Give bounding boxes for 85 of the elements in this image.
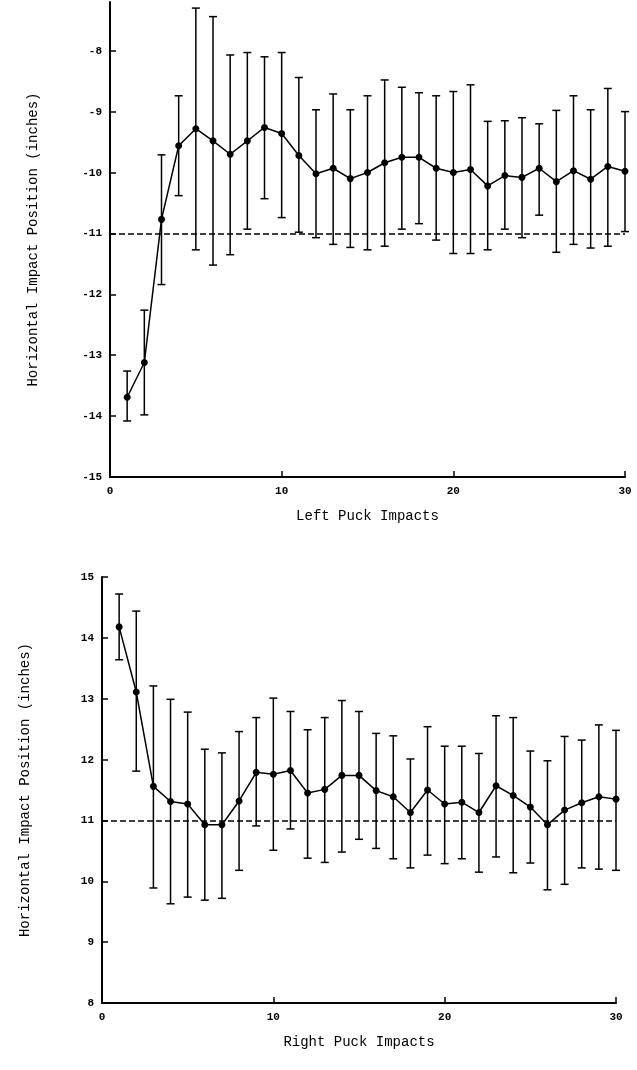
- point: [595, 793, 603, 801]
- point: [132, 688, 140, 696]
- point: [123, 393, 131, 401]
- x-tick-label: 30: [609, 1010, 623, 1023]
- point: [441, 800, 449, 808]
- point: [355, 771, 363, 779]
- y-tick-label: -8: [88, 44, 103, 57]
- point: [184, 800, 192, 808]
- point: [543, 821, 551, 829]
- point: [484, 182, 492, 190]
- point: [570, 167, 577, 175]
- y-tick-label: 12: [80, 753, 94, 766]
- point: [621, 167, 629, 175]
- point: [158, 215, 165, 223]
- x-tick-label: 0: [106, 484, 114, 497]
- point: [243, 137, 251, 145]
- point: [278, 130, 286, 138]
- point: [381, 159, 389, 167]
- y-tick-label: 8: [87, 997, 95, 1009]
- point: [346, 175, 354, 183]
- y-tick-label: 10: [80, 875, 94, 888]
- y-tick-label: -10: [82, 166, 102, 179]
- x-tick-label: 10: [275, 484, 289, 497]
- point: [304, 789, 312, 797]
- point: [167, 798, 175, 806]
- point: [415, 153, 423, 161]
- x-axis-title: Left Puck Impacts: [296, 508, 439, 524]
- y-axis-title: Horizontal Impact Position (inches): [17, 642, 33, 938]
- point: [587, 175, 595, 183]
- point: [329, 164, 337, 172]
- y-tick-label: -11: [82, 227, 103, 240]
- y-tick-label: -12: [82, 288, 102, 301]
- y-tick-label: -9: [88, 105, 102, 118]
- point: [226, 150, 234, 158]
- point: [269, 770, 277, 778]
- point: [501, 172, 509, 180]
- point: [321, 785, 329, 793]
- point: [604, 162, 612, 170]
- y-tick-label: 9: [87, 936, 94, 949]
- point: [424, 786, 432, 794]
- point: [578, 799, 586, 807]
- point: [475, 809, 483, 817]
- point: [312, 170, 320, 178]
- point: [526, 803, 534, 811]
- x-tick-label: 10: [266, 1010, 280, 1023]
- y-tick-label: 15: [80, 571, 95, 583]
- y-tick-label: -15: [82, 471, 103, 483]
- point: [467, 165, 474, 173]
- point: [406, 809, 414, 817]
- point: [458, 798, 466, 806]
- y-tick-label: 14: [80, 631, 95, 644]
- point: [149, 782, 157, 790]
- y-tick-label: 13: [80, 692, 95, 705]
- point: [389, 793, 397, 801]
- point: [115, 623, 123, 631]
- point: [286, 767, 294, 775]
- point: [261, 123, 268, 131]
- y-axis-title: Horizontal Impact Position (inches): [25, 92, 41, 387]
- point: [398, 153, 406, 161]
- point: [338, 771, 346, 779]
- point: [509, 791, 517, 799]
- point: [175, 142, 183, 150]
- point: [252, 768, 260, 776]
- point: [192, 125, 200, 133]
- point: [492, 782, 500, 790]
- point: [372, 787, 380, 795]
- point: [561, 806, 569, 814]
- x-tick-label: 20: [438, 1010, 452, 1023]
- x-tick-label: 30: [618, 484, 632, 497]
- point: [535, 164, 543, 172]
- y-tick-label: -14: [82, 410, 103, 423]
- point: [449, 169, 457, 177]
- point: [201, 821, 209, 829]
- point: [432, 164, 440, 172]
- point: [552, 178, 560, 186]
- x-tick-label: 20: [446, 484, 460, 497]
- x-axis-title: Right Puck Impacts: [283, 1034, 435, 1050]
- x-tick-label: 0: [98, 1010, 106, 1023]
- point: [364, 169, 371, 177]
- point: [140, 359, 148, 367]
- point: [218, 821, 226, 829]
- point: [295, 151, 303, 159]
- point: [518, 173, 526, 181]
- y-tick-label: -13: [82, 349, 103, 362]
- y-tick-label: 11: [80, 814, 95, 827]
